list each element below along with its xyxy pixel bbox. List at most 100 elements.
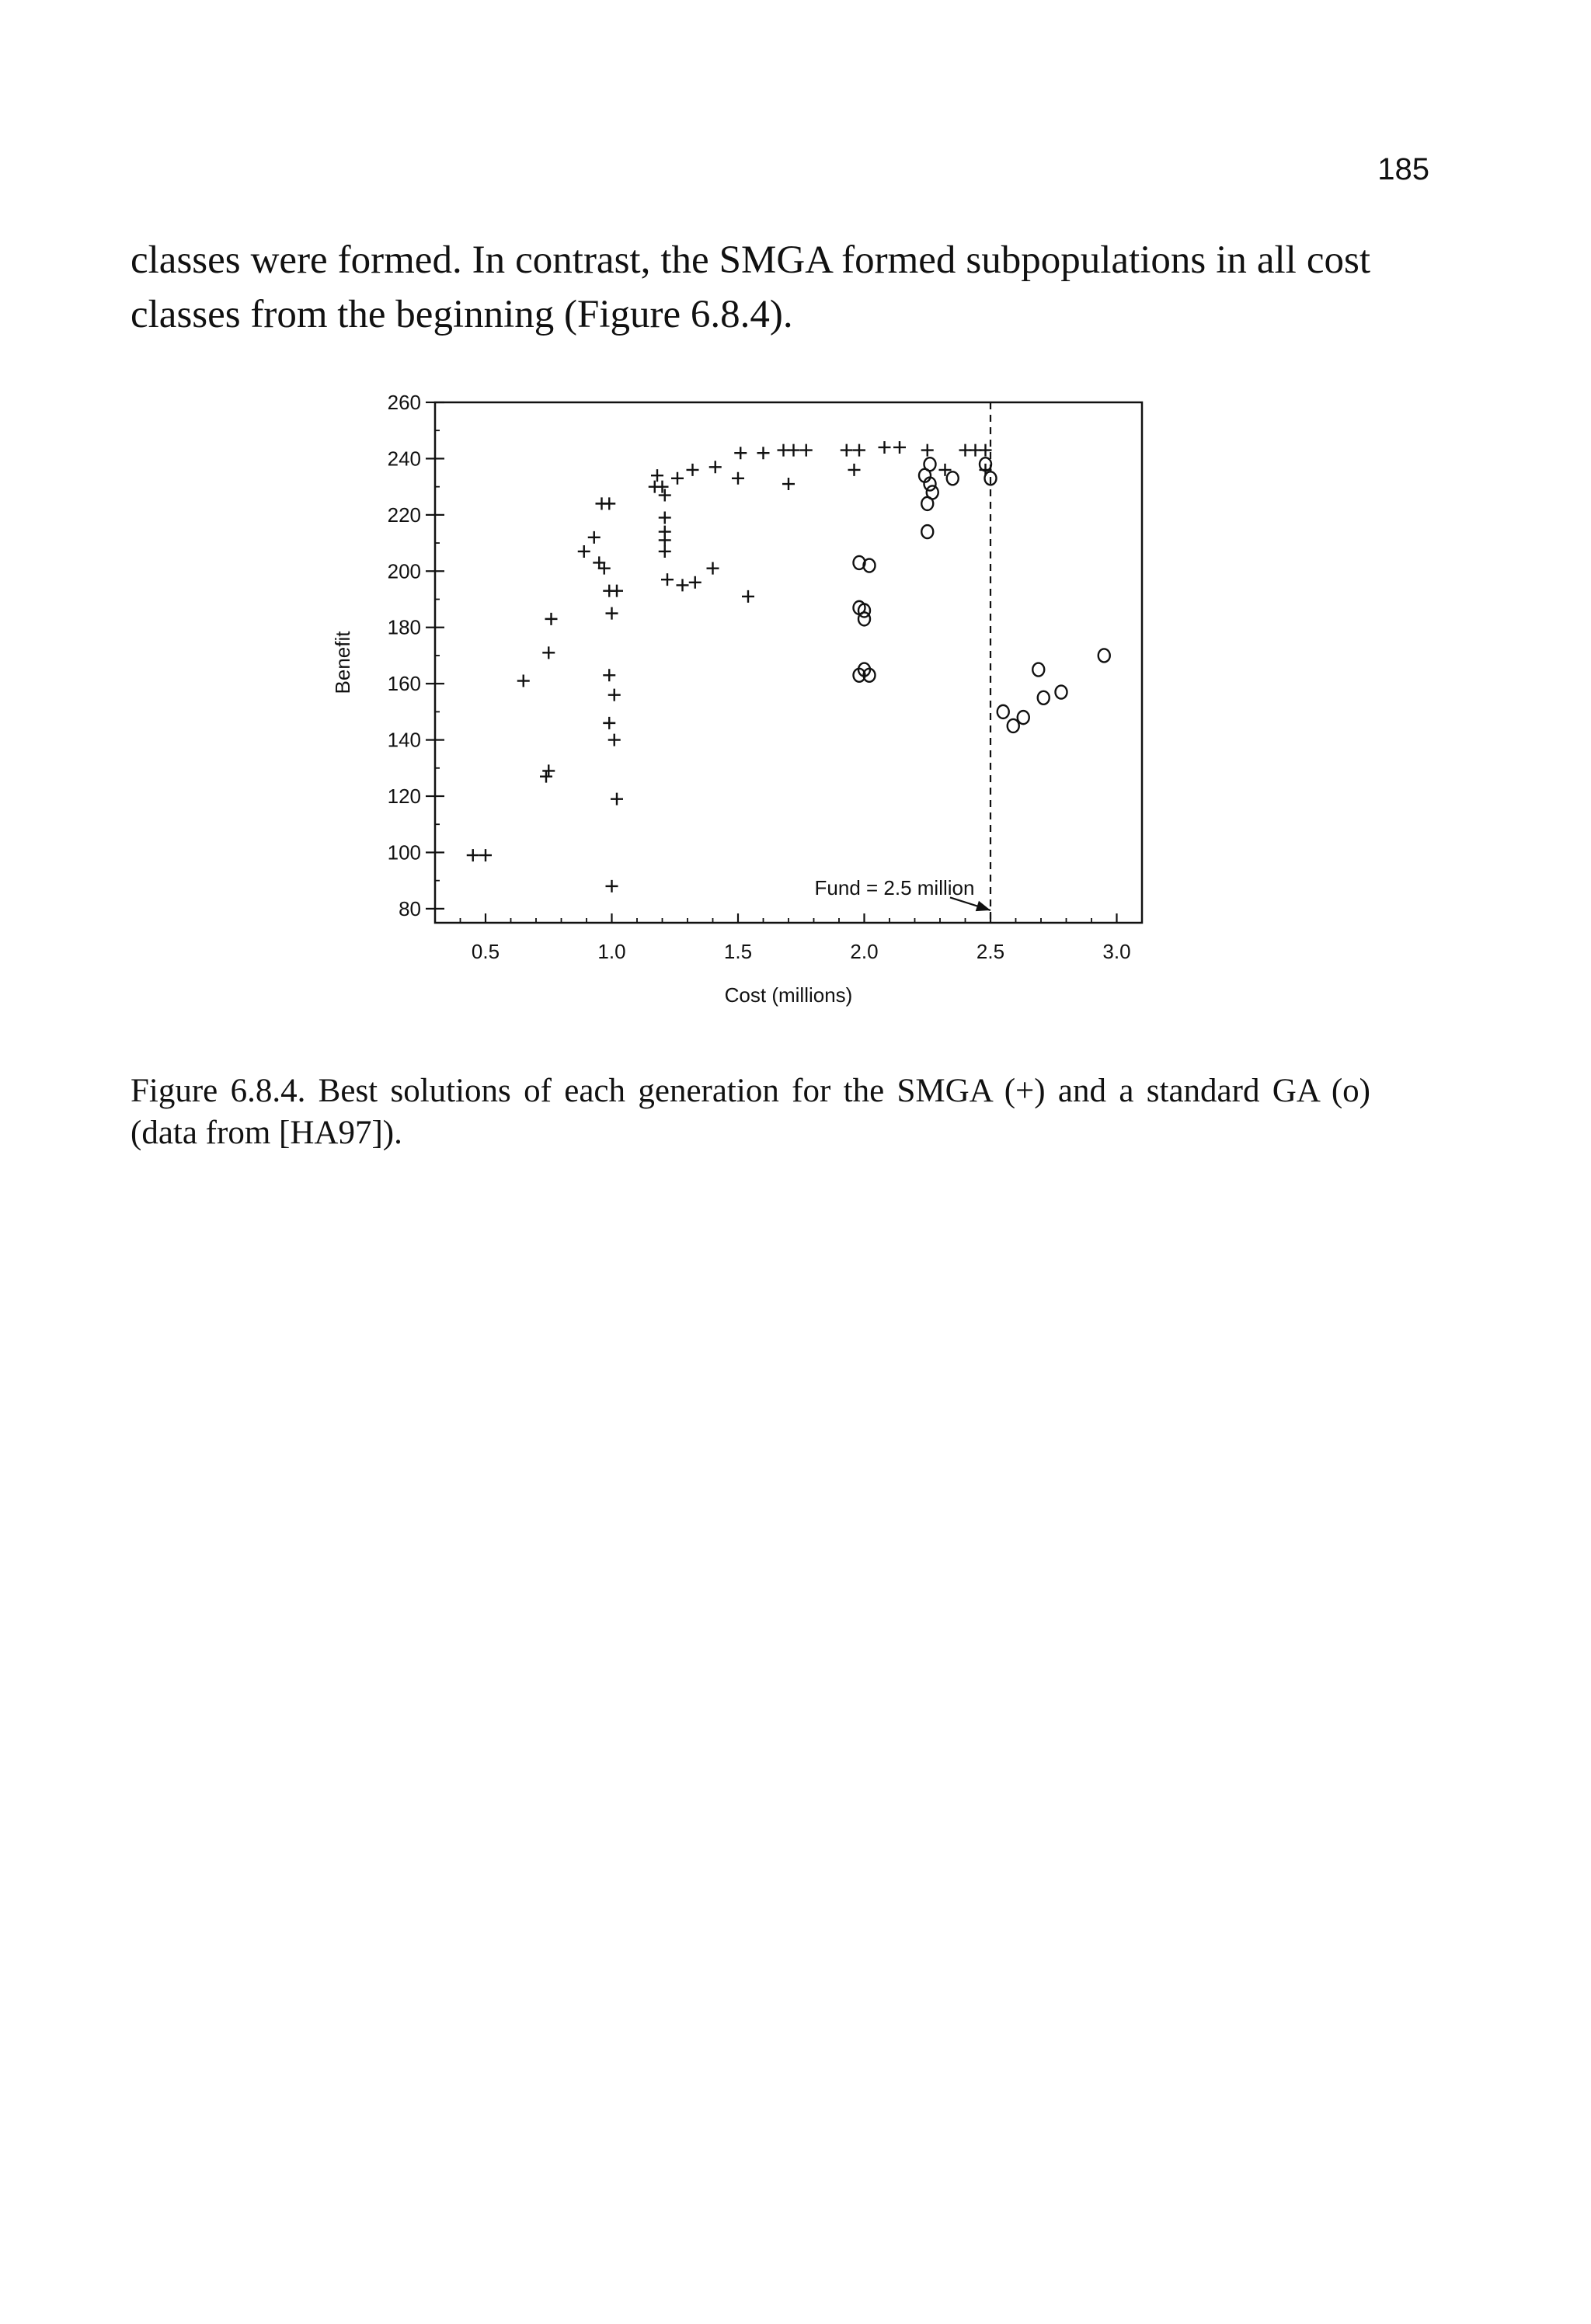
smga-point	[611, 792, 623, 805]
x-tick-label: 0.5	[472, 940, 500, 963]
smga-point	[688, 576, 702, 589]
x-tick-label: 3.0	[1102, 940, 1130, 963]
smga-point	[540, 770, 552, 783]
smga-point	[757, 447, 770, 460]
y-tick-label: 140	[388, 729, 421, 752]
ga-point	[945, 471, 959, 486]
ga-point	[921, 524, 935, 540]
smga-point	[732, 471, 744, 485]
smga-point	[603, 669, 616, 682]
smga-point	[921, 444, 934, 457]
y-tick-label: 100	[388, 840, 421, 864]
x-axis-label: Cost (millions)	[725, 983, 853, 1007]
smga-series	[466, 440, 992, 892]
standard-ga-series	[852, 456, 1111, 734]
smga-point	[605, 607, 618, 620]
ga-point	[983, 471, 997, 486]
smga-point	[959, 444, 972, 457]
smga-point	[577, 544, 590, 558]
ga-point	[857, 603, 872, 618]
y-tick-label: 160	[388, 672, 421, 695]
smga-point	[658, 525, 671, 538]
smga-point	[466, 849, 479, 862]
smga-point	[979, 463, 992, 476]
smga-point	[608, 688, 621, 701]
smga-point	[893, 440, 906, 454]
smga-point	[658, 511, 671, 524]
smga-point	[603, 584, 616, 597]
smga-point	[597, 562, 611, 575]
y-axis-label: Benefit	[331, 631, 354, 694]
ga-point	[1054, 684, 1068, 700]
smga-point	[848, 463, 861, 476]
smga-point	[706, 562, 719, 575]
smga-point	[878, 440, 891, 454]
smga-point	[605, 879, 618, 892]
smga-point	[542, 764, 555, 778]
smga-point	[787, 444, 800, 457]
smga-point	[708, 461, 722, 474]
smga-point	[969, 444, 982, 457]
ga-point	[923, 476, 937, 492]
smga-point	[671, 471, 684, 485]
ga-point	[852, 555, 866, 571]
ga-point	[857, 662, 872, 677]
smga-point	[979, 444, 992, 457]
ga-point	[1032, 662, 1046, 677]
smga-point	[656, 480, 669, 493]
fund-annotation-arrowhead	[975, 900, 990, 912]
smga-point	[658, 534, 671, 547]
smga-point	[545, 612, 558, 625]
plot-frame	[433, 401, 1144, 924]
smga-point	[479, 849, 492, 862]
smga-point	[676, 579, 689, 592]
fund-annotation-label: Fund = 2.5 million	[815, 876, 975, 899]
ga-point	[1036, 690, 1050, 705]
smga-point	[840, 444, 853, 457]
smga-point	[799, 444, 813, 457]
smga-point	[686, 463, 699, 476]
y-tick-label: 220	[388, 503, 421, 527]
x-tick-label: 2.5	[977, 940, 1004, 963]
smga-point	[611, 584, 623, 597]
smga-point	[603, 716, 616, 729]
page-number: 185	[1377, 152, 1429, 186]
smga-point	[595, 497, 608, 510]
figure-caption: Figure 6.8.4. Best solutions of each gen…	[131, 1073, 1370, 1151]
smga-point	[782, 478, 795, 491]
smga-point	[742, 590, 754, 603]
smga-point	[587, 531, 601, 544]
y-tick-label: 240	[388, 447, 421, 470]
smga-point	[658, 489, 671, 502]
smga-point	[517, 674, 530, 687]
ga-point	[923, 456, 937, 472]
ga-point	[996, 704, 1010, 720]
smga-point	[608, 733, 621, 746]
smga-point	[603, 497, 616, 510]
x-tick-label: 2.0	[850, 940, 878, 963]
smga-point	[648, 480, 661, 493]
y-tick-label: 260	[388, 391, 421, 414]
smga-point	[658, 544, 671, 558]
x-tick-label: 1.0	[597, 940, 625, 963]
y-tick-label: 80	[399, 897, 421, 920]
smga-point	[938, 463, 952, 476]
ga-point	[862, 667, 876, 683]
ga-point	[1016, 709, 1030, 725]
smga-point	[542, 646, 555, 659]
body-paragraph: classes were formed. In contrast, the SM…	[131, 238, 1370, 336]
ga-point	[1006, 718, 1020, 734]
smga-point	[853, 444, 865, 457]
ga-point	[1097, 648, 1111, 663]
ga-point	[862, 558, 876, 573]
smga-point	[661, 573, 674, 586]
smga-point	[593, 556, 606, 569]
ga-point	[852, 667, 866, 683]
x-tick-label: 1.5	[724, 940, 752, 963]
y-tick-label: 180	[388, 616, 421, 639]
ga-point	[978, 456, 993, 472]
y-tick-label: 200	[388, 559, 421, 583]
ga-point	[857, 611, 872, 627]
ga-point	[921, 496, 935, 512]
